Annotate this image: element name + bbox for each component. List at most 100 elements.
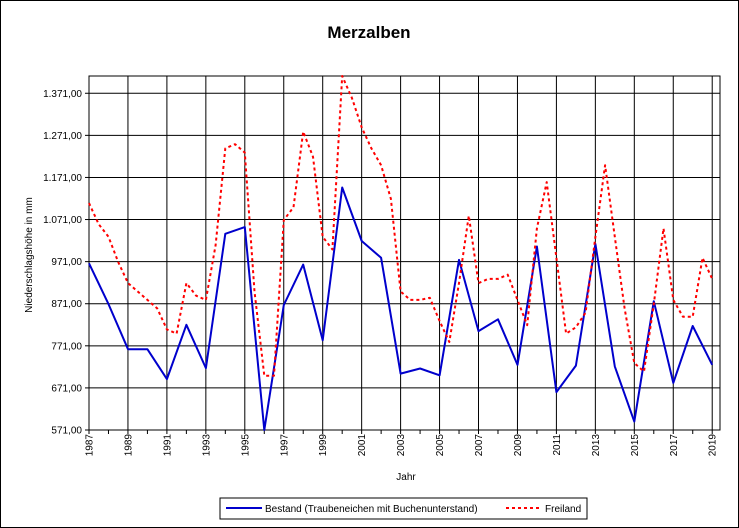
data-point-bestand — [419, 368, 421, 370]
x-tick-label: 2017 — [669, 434, 680, 457]
data-point-bestand — [458, 259, 460, 261]
data-point-freiland — [653, 303, 655, 305]
x-tick-label: 1989 — [123, 434, 134, 457]
y-tick-label: 1.271,00 — [43, 131, 82, 142]
y-tick-label: 1.071,00 — [43, 215, 82, 226]
legend-label-freiland: Freiland — [545, 504, 581, 515]
data-point-bestand — [166, 378, 168, 380]
data-point-freiland — [341, 75, 343, 77]
data-point-bestand — [556, 391, 558, 393]
data-point-bestand — [673, 382, 675, 384]
data-point-freiland — [351, 97, 353, 99]
x-tick-label: 2009 — [513, 434, 524, 457]
data-point-freiland — [332, 249, 334, 251]
data-point-freiland — [234, 143, 236, 145]
x-tick-label: 2015 — [630, 434, 641, 457]
data-point-bestand — [147, 348, 149, 350]
series-lines — [88, 75, 714, 431]
data-point-bestand — [244, 226, 246, 228]
data-point-freiland — [225, 148, 227, 150]
data-point-freiland — [293, 207, 295, 209]
data-point-freiland — [186, 282, 188, 284]
data-point-bestand — [380, 257, 382, 259]
data-point-bestand — [225, 233, 227, 235]
x-tick-label: 1993 — [201, 434, 212, 457]
y-tick-label: 971,00 — [51, 257, 82, 268]
data-point-freiland — [536, 228, 538, 230]
data-point-freiland — [117, 261, 119, 263]
legend-label-bestand: Bestand (Traubeneichen mit Buchenunterst… — [265, 504, 478, 515]
x-tick-label: 2007 — [474, 434, 485, 457]
data-point-bestand — [302, 264, 304, 266]
data-point-bestand — [439, 375, 441, 377]
y-tick-label: 1.371,00 — [43, 89, 82, 100]
data-point-freiland — [371, 148, 373, 150]
chart-title: Merzalben — [327, 23, 410, 42]
x-axis-label: Jahr — [396, 472, 416, 483]
x-tick-label: 2001 — [357, 434, 368, 457]
data-point-freiland — [215, 244, 217, 246]
y-axis-label: Niederschlagshöhe in mm — [24, 197, 35, 313]
data-point-bestand — [692, 325, 694, 327]
data-point-freiland — [195, 295, 197, 297]
data-point-freiland — [244, 152, 246, 154]
data-point-bestand — [361, 240, 363, 242]
data-point-freiland — [322, 236, 324, 238]
data-point-freiland — [147, 299, 149, 301]
data-point-freiland — [556, 257, 558, 259]
data-point-freiland — [575, 327, 577, 329]
data-point-freiland — [478, 282, 480, 284]
data-point-bestand — [536, 246, 538, 248]
data-point-freiland — [312, 156, 314, 158]
series-line-bestand — [88, 186, 714, 431]
data-point-bestand — [341, 187, 343, 189]
data-point-freiland — [390, 198, 392, 200]
x-tick-label: 2013 — [591, 434, 602, 457]
data-point-freiland — [156, 308, 158, 310]
x-tick-label: 1987 — [85, 434, 96, 457]
data-point-freiland — [254, 291, 256, 293]
data-point-freiland — [458, 282, 460, 284]
data-point-freiland — [682, 316, 684, 318]
data-point-bestand — [322, 340, 324, 342]
x-tick-label: 2019 — [708, 434, 719, 457]
data-point-freiland — [176, 333, 178, 335]
y-tick-label: 671,00 — [51, 383, 82, 394]
data-point-bestand — [497, 319, 499, 321]
x-tick-label: 1997 — [279, 434, 290, 457]
data-point-bestand — [108, 303, 110, 305]
data-point-freiland — [565, 333, 567, 335]
data-point-freiland — [546, 181, 548, 183]
data-point-bestand — [127, 348, 129, 350]
x-tick-label: 2011 — [552, 434, 563, 456]
y-tick-label: 771,00 — [51, 341, 82, 352]
data-point-freiland — [643, 371, 645, 373]
x-tick-label: 1995 — [240, 434, 251, 457]
data-point-freiland — [517, 299, 519, 301]
data-point-freiland — [419, 299, 421, 301]
data-point-freiland — [468, 215, 470, 217]
x-tick-label: 1999 — [318, 434, 329, 457]
x-tick-labels: 1987 1989 1991 1993 1995 1997 1999 2001 2003 2005… — [85, 434, 719, 457]
data-point-freiland — [711, 278, 713, 280]
plot-area — [88, 75, 721, 431]
y-tick-label: 1.171,00 — [43, 173, 82, 184]
data-point-freiland — [692, 316, 694, 318]
data-point-bestand — [88, 263, 90, 265]
data-point-freiland — [400, 291, 402, 293]
data-point-freiland — [487, 278, 489, 280]
data-point-freiland — [526, 324, 528, 326]
data-point-bestand — [186, 324, 188, 326]
data-point-freiland — [585, 312, 587, 314]
data-point-freiland — [449, 341, 451, 343]
data-point-freiland — [273, 375, 275, 377]
data-point-freiland — [595, 236, 597, 238]
y-tick-label: 571,00 — [51, 426, 82, 437]
data-point-freiland — [127, 282, 129, 284]
data-point-freiland — [283, 219, 285, 221]
data-point-freiland — [624, 308, 626, 310]
data-point-freiland — [166, 329, 168, 331]
data-point-freiland — [614, 236, 616, 238]
data-point-freiland — [429, 297, 431, 299]
x-tick-label: 2005 — [435, 434, 446, 457]
